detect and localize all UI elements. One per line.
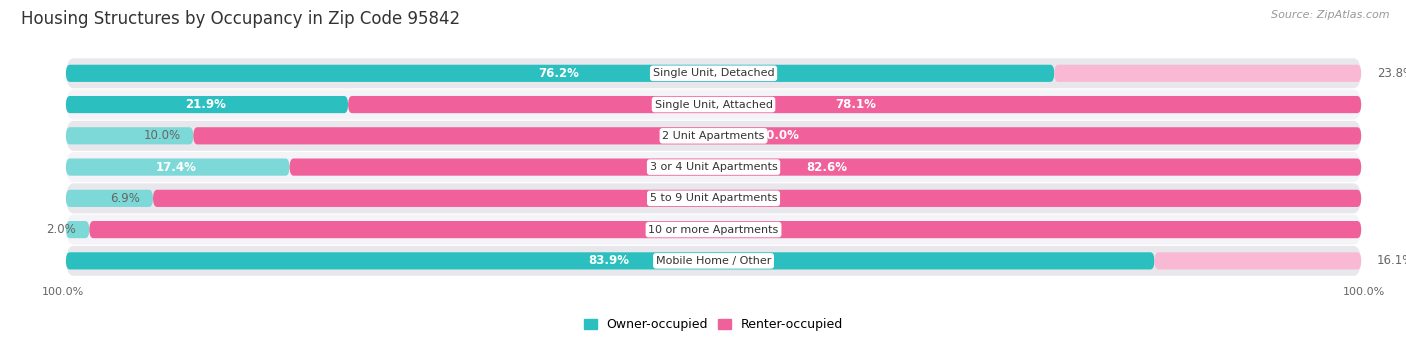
FancyBboxPatch shape xyxy=(66,127,194,145)
Text: 83.9%: 83.9% xyxy=(588,254,630,267)
FancyBboxPatch shape xyxy=(1054,65,1361,82)
FancyBboxPatch shape xyxy=(66,214,1361,244)
Text: 21.9%: 21.9% xyxy=(186,98,226,111)
Text: 98.0%: 98.0% xyxy=(706,223,747,236)
Text: 10 or more Apartments: 10 or more Apartments xyxy=(648,225,779,235)
FancyBboxPatch shape xyxy=(194,127,1361,145)
FancyBboxPatch shape xyxy=(66,252,1154,269)
FancyBboxPatch shape xyxy=(1154,252,1361,269)
Text: 93.1%: 93.1% xyxy=(738,192,779,205)
Text: 16.1%: 16.1% xyxy=(1376,254,1406,267)
Text: 6.9%: 6.9% xyxy=(110,192,141,205)
Text: 23.8%: 23.8% xyxy=(1376,67,1406,80)
Text: 2 Unit Apartments: 2 Unit Apartments xyxy=(662,131,765,141)
Text: Housing Structures by Occupancy in Zip Code 95842: Housing Structures by Occupancy in Zip C… xyxy=(21,10,460,28)
FancyBboxPatch shape xyxy=(66,159,290,176)
Text: 3 or 4 Unit Apartments: 3 or 4 Unit Apartments xyxy=(650,162,778,172)
Text: Single Unit, Attached: Single Unit, Attached xyxy=(655,100,772,109)
FancyBboxPatch shape xyxy=(66,96,349,113)
FancyBboxPatch shape xyxy=(66,152,1361,182)
FancyBboxPatch shape xyxy=(290,159,1361,176)
Text: 17.4%: 17.4% xyxy=(156,161,197,174)
Text: 90.0%: 90.0% xyxy=(758,129,799,142)
Text: 78.1%: 78.1% xyxy=(835,98,876,111)
Text: 5 to 9 Unit Apartments: 5 to 9 Unit Apartments xyxy=(650,193,778,203)
Text: Source: ZipAtlas.com: Source: ZipAtlas.com xyxy=(1271,10,1389,20)
FancyBboxPatch shape xyxy=(66,121,1361,151)
FancyBboxPatch shape xyxy=(90,221,1361,238)
FancyBboxPatch shape xyxy=(66,246,1361,276)
Legend: Owner-occupied, Renter-occupied: Owner-occupied, Renter-occupied xyxy=(579,313,848,336)
Text: Mobile Home / Other: Mobile Home / Other xyxy=(655,256,772,266)
Text: Single Unit, Detached: Single Unit, Detached xyxy=(652,68,775,78)
FancyBboxPatch shape xyxy=(153,190,1361,207)
FancyBboxPatch shape xyxy=(66,90,1361,120)
FancyBboxPatch shape xyxy=(66,65,1054,82)
FancyBboxPatch shape xyxy=(349,96,1361,113)
FancyBboxPatch shape xyxy=(66,183,1361,213)
Text: 82.6%: 82.6% xyxy=(806,161,848,174)
Text: 2.0%: 2.0% xyxy=(46,223,76,236)
FancyBboxPatch shape xyxy=(66,58,1361,88)
Text: 76.2%: 76.2% xyxy=(538,67,579,80)
FancyBboxPatch shape xyxy=(66,190,153,207)
Text: 10.0%: 10.0% xyxy=(143,129,180,142)
FancyBboxPatch shape xyxy=(66,221,90,238)
